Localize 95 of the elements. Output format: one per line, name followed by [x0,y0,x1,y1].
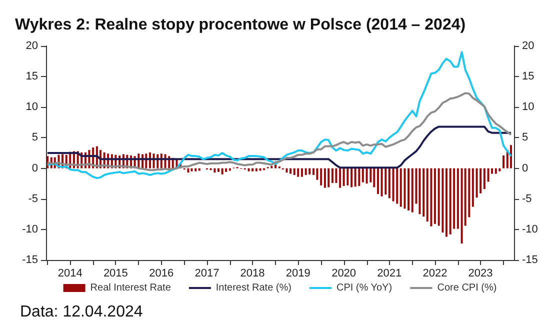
y-tick-label: -15 [22,254,38,266]
bar [354,168,356,187]
bar [335,168,338,183]
bar [392,168,394,202]
bar [498,168,501,172]
y2-tick-label: -15 [522,254,538,266]
x-tick-label: 2018 [240,268,265,280]
bar [286,168,288,173]
bar [358,168,360,186]
bar [494,168,497,174]
bar [346,168,349,186]
bar [194,168,197,172]
bar [472,168,474,207]
bar [411,168,414,212]
bar [456,168,459,229]
y2-tick-label: -10 [522,223,538,236]
bar [328,168,330,188]
text: Data: 12.04.2024 [20,304,143,320]
bar [377,168,380,194]
bar [373,168,376,188]
y2-tick-label: 0 [522,162,528,174]
bar [217,168,220,172]
bar [187,168,190,173]
y2-tick-label: 10 [522,101,534,114]
bar [502,155,505,168]
x-tick-label: 2023 [468,268,493,280]
bar [400,168,402,207]
y-tick-label: -10 [22,223,38,236]
bar [366,168,368,184]
y2-tick-label: 15 [522,70,534,83]
y2-tick-label: 5 [522,132,528,144]
legend-label: CPI (% YoY) [336,282,392,294]
bar [380,168,383,196]
bar [350,168,353,188]
bar [396,168,398,204]
bar [339,168,342,188]
line-series [46,92,512,172]
bar [480,168,482,194]
x-tick-label: 2014 [58,268,82,280]
bar [384,168,387,195]
bar [404,168,406,209]
bar [407,168,410,210]
bar [422,168,425,217]
bar [320,168,322,186]
bar [445,168,448,237]
bar [510,145,512,168]
bar [487,168,490,182]
bar [293,168,296,176]
legend-label: Core CPI (%) [437,282,497,294]
x-tick-label: 2021 [377,268,402,280]
bar [289,168,292,174]
y-tick-label: 5 [32,132,38,144]
x-tick-label: 2019 [286,268,310,280]
bar [362,168,364,182]
bar [476,168,478,198]
x-tick-label: 2017 [194,268,220,280]
y-tick-label: 20 [26,40,38,52]
bar [225,168,228,172]
y-tick-label: -5 [28,192,38,205]
y2-tick-label: 20 [522,40,534,52]
bar [190,168,193,172]
bar [434,168,436,224]
line-series [46,51,512,180]
bar [430,168,432,226]
bar [316,168,318,180]
bar [460,168,463,244]
y-tick-label: 0 [32,162,38,174]
bar [442,168,444,232]
bar [324,168,326,188]
bar [418,168,421,214]
x-tick-label: 2016 [149,268,174,280]
y-tick-label: 10 [26,101,38,114]
bar [388,168,390,198]
bar [270,166,273,168]
y2-tick-label: -5 [522,192,532,205]
bar [449,168,452,234]
bar [248,168,250,172]
chart-title: Wykres 2: Realne stopy procentowe w Polsce (2014 – 2024) [15,16,466,34]
bar [342,168,345,186]
legend-label: Real Interest Rate [90,282,172,294]
y-tick-label: 15 [26,70,38,83]
bar [221,168,224,174]
bar [331,168,334,183]
x-tick-label: 2015 [103,268,128,280]
bar [214,168,216,173]
x-tick-label: 2020 [332,268,356,280]
bar [252,168,254,172]
line-series [46,126,512,169]
bar [297,168,300,177]
x-tick-label: 2022 [422,268,448,280]
bar [304,168,307,176]
bar [308,168,311,174]
bar [483,168,486,190]
bar [300,168,303,177]
legend-label: Interest Rate (%) [216,282,292,294]
